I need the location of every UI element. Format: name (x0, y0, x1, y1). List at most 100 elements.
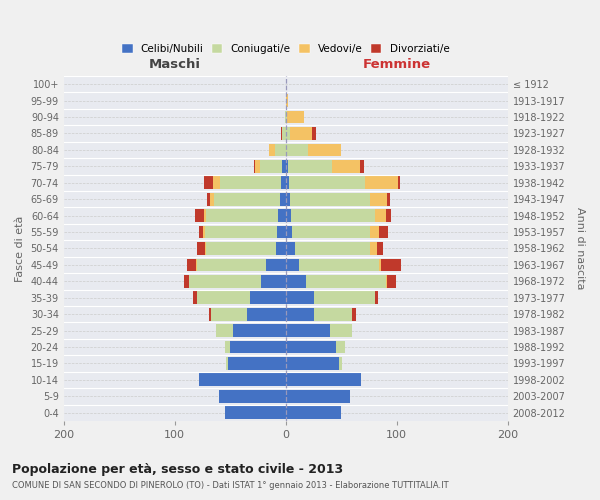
Bar (275, 144, 286, 156)
Bar (286, 160, 288, 173)
Bar (286, 242, 295, 255)
Bar (386, 209, 391, 222)
Bar (225, 406, 286, 419)
Bar (308, 144, 341, 156)
Bar (269, 144, 275, 156)
Text: COMUNE DI SAN SECONDO DI PINEROLO (TO) - Dati ISTAT 1° gennaio 2013 - Elaborazio: COMUNE DI SAN SECONDO DI PINEROLO (TO) -… (12, 481, 449, 490)
Bar (255, 160, 260, 173)
Bar (226, 357, 228, 370)
Bar (313, 127, 316, 140)
Bar (286, 193, 290, 205)
Bar (374, 292, 378, 304)
Bar (283, 160, 286, 173)
Bar (199, 226, 203, 238)
Bar (214, 193, 280, 205)
Bar (197, 292, 250, 304)
Bar (314, 292, 374, 304)
Bar (193, 292, 197, 304)
Bar (288, 160, 332, 173)
Bar (203, 209, 206, 222)
Bar (295, 242, 370, 255)
Bar (290, 193, 370, 205)
Bar (212, 176, 220, 189)
Bar (286, 308, 314, 320)
Bar (286, 209, 292, 222)
Bar (286, 110, 287, 124)
Y-axis label: Fasce di età: Fasce di età (15, 216, 25, 282)
Text: Popolazione per età, sesso e stato civile - 2013: Popolazione per età, sesso e stato civil… (12, 462, 343, 475)
Bar (286, 176, 289, 189)
Bar (370, 226, 379, 238)
Bar (189, 275, 262, 287)
Bar (220, 176, 281, 189)
Bar (207, 193, 211, 205)
Bar (266, 258, 286, 272)
Bar (377, 242, 383, 255)
Bar (387, 275, 396, 287)
Bar (225, 340, 230, 353)
Bar (187, 258, 196, 272)
Bar (205, 226, 277, 238)
Bar (219, 390, 286, 402)
Legend: Celibi/Nubili, Coniugati/e, Vedovi/e, Divorziati/e: Celibi/Nubili, Coniugati/e, Vedovi/e, Di… (118, 40, 454, 58)
Text: Femmine: Femmine (363, 58, 431, 71)
Bar (398, 176, 400, 189)
Text: Maschi: Maschi (149, 58, 201, 71)
Bar (211, 308, 247, 320)
Bar (289, 176, 365, 189)
Bar (281, 127, 283, 140)
Bar (286, 390, 350, 402)
Bar (374, 209, 386, 222)
Bar (184, 275, 189, 287)
Bar (216, 324, 233, 337)
Bar (286, 258, 299, 272)
Bar (197, 258, 266, 272)
Bar (206, 209, 278, 222)
Bar (262, 275, 286, 287)
Bar (199, 374, 286, 386)
Bar (286, 127, 290, 140)
Bar (314, 308, 352, 320)
Bar (284, 110, 286, 124)
Bar (247, 308, 286, 320)
Bar (286, 275, 306, 287)
Bar (205, 242, 206, 255)
Bar (196, 258, 197, 272)
Bar (370, 242, 377, 255)
Bar (286, 357, 339, 370)
Bar (387, 193, 390, 205)
Bar (336, 340, 344, 353)
Bar (379, 226, 388, 238)
Bar (381, 258, 401, 272)
Bar (277, 226, 286, 238)
Bar (276, 242, 286, 255)
Bar (250, 292, 286, 304)
Bar (209, 308, 211, 320)
Bar (286, 144, 308, 156)
Bar (299, 258, 379, 272)
Bar (365, 176, 398, 189)
Bar (286, 340, 336, 353)
Bar (260, 160, 283, 173)
Bar (292, 226, 370, 238)
Bar (230, 340, 286, 353)
Bar (379, 258, 381, 272)
Bar (203, 176, 212, 189)
Bar (278, 209, 286, 222)
Bar (292, 209, 374, 222)
Bar (203, 226, 205, 238)
Bar (290, 127, 313, 140)
Bar (228, 357, 286, 370)
Bar (286, 324, 330, 337)
Bar (360, 160, 364, 173)
Y-axis label: Anni di nascita: Anni di nascita (575, 207, 585, 290)
Bar (339, 357, 343, 370)
Bar (370, 193, 387, 205)
Bar (211, 193, 214, 205)
Bar (233, 324, 286, 337)
Bar (286, 406, 341, 419)
Bar (197, 242, 205, 255)
Bar (283, 127, 286, 140)
Bar (280, 193, 286, 205)
Bar (330, 324, 352, 337)
